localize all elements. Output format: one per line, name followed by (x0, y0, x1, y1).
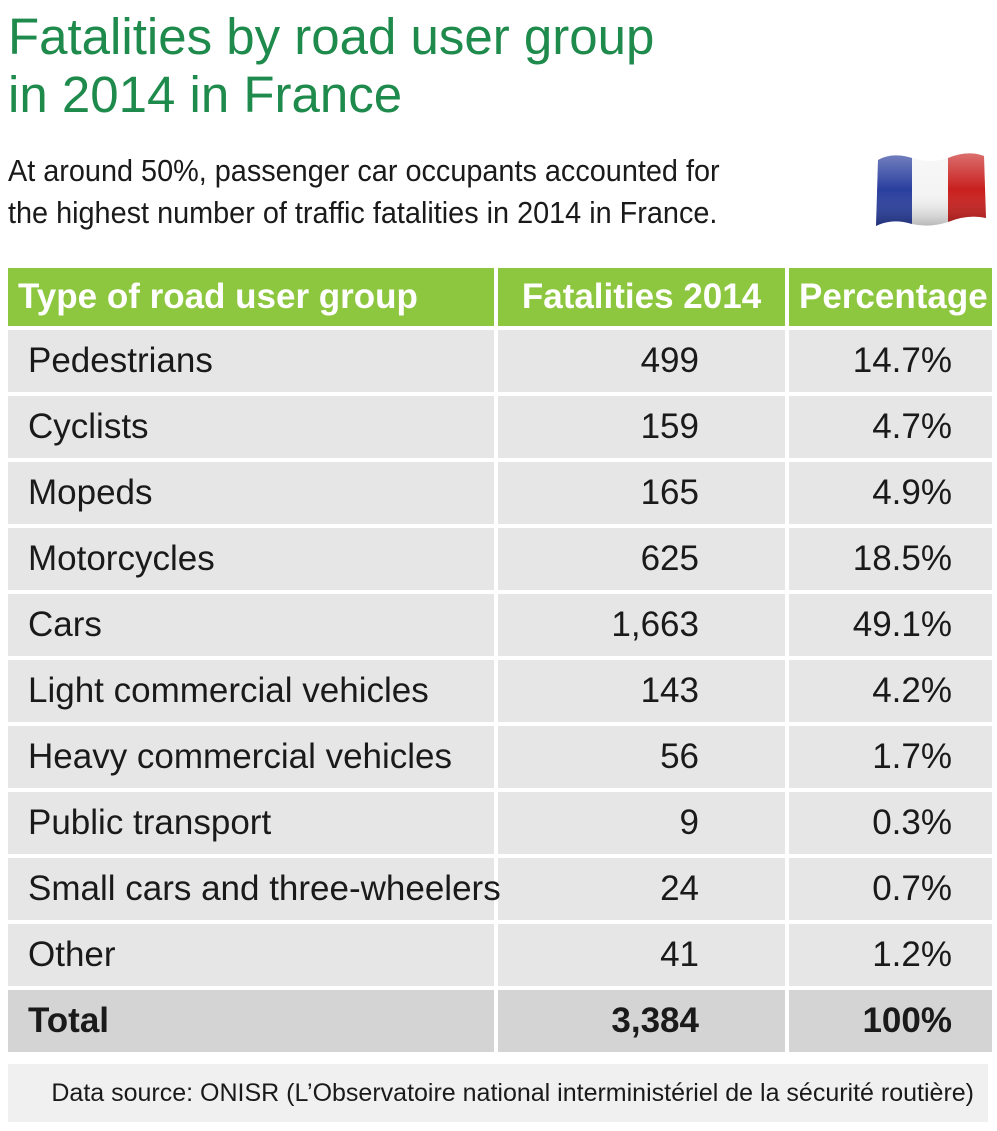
row-percentage: 0.3% (789, 792, 992, 858)
table-total-row: Total 3,384 100% (8, 990, 992, 1056)
row-percentage: 14.7% (789, 330, 992, 396)
table-row: Cyclists 159 4.7% (8, 396, 992, 462)
row-label: Small cars and three-wheelers (8, 858, 501, 924)
table-row: Heavy commercial vehicles 56 1.7% (8, 726, 992, 792)
table-row: Pedestrians 499 14.7% (8, 330, 992, 396)
row-label: Pedestrians (8, 330, 494, 396)
row-label: Mopeds (8, 462, 494, 528)
table-header-row: Type of road user group Fatalities 2014 … (8, 268, 992, 330)
row-label: Heavy commercial vehicles (8, 726, 494, 792)
row-percentage: 4.9% (789, 462, 992, 528)
row-fatalities: 499 (498, 330, 785, 396)
row-percentage: 1.7% (789, 726, 992, 792)
total-label: Total (8, 990, 494, 1056)
table-row: Small cars and three-wheelers 24 0.7% (8, 858, 992, 924)
table-row: Cars 1,663 49.1% (8, 594, 992, 660)
subtitle-line-2: the highest number of traffic fatalities… (8, 195, 718, 230)
table-row: Public transport 9 0.3% (8, 792, 992, 858)
row-fatalities: 143 (498, 660, 785, 726)
chart-subtitle: At around 50%, passenger car occupants a… (8, 150, 771, 234)
table-row: Mopeds 165 4.9% (8, 462, 992, 528)
total-percentage: 100% (789, 990, 992, 1056)
fatalities-table: Type of road user group Fatalities 2014 … (8, 268, 992, 1056)
france-flag-icon (876, 153, 986, 226)
column-header-percentage: Percentage (789, 268, 992, 330)
row-percentage: 4.2% (789, 660, 992, 726)
chart-title: Fatalities by road user group in 2014 in… (8, 8, 654, 124)
row-label: Cars (8, 594, 494, 660)
total-fatalities: 3,384 (498, 990, 785, 1056)
row-fatalities: 625 (498, 528, 785, 594)
column-header-fatalities: Fatalities 2014 (498, 268, 785, 330)
table-row: Light commercial vehicles 143 4.2% (8, 660, 992, 726)
subtitle-line-1: At around 50%, passenger car occupants a… (8, 153, 720, 188)
title-line-1: Fatalities by road user group (8, 8, 655, 65)
data-source-note: Data source: ONISR (L’Observatoire natio… (8, 1064, 988, 1122)
row-fatalities: 1,663 (498, 594, 785, 660)
row-label: Motorcycles (8, 528, 494, 594)
row-fatalities: 24 (498, 858, 785, 924)
row-percentage: 0.7% (789, 858, 992, 924)
row-label: Public transport (8, 792, 494, 858)
row-label: Other (8, 924, 494, 990)
row-label: Cyclists (8, 396, 494, 462)
title-line-2: in 2014 in France (8, 66, 403, 123)
row-fatalities: 41 (498, 924, 785, 990)
table-row: Motorcycles 625 18.5% (8, 528, 992, 594)
row-percentage: 18.5% (789, 528, 992, 594)
column-header-type: Type of road user group (8, 268, 494, 330)
row-fatalities: 9 (498, 792, 785, 858)
row-percentage: 1.2% (789, 924, 992, 990)
row-fatalities: 56 (498, 726, 785, 792)
row-percentage: 4.7% (789, 396, 992, 462)
table-row: Other 41 1.2% (8, 924, 992, 990)
row-percentage: 49.1% (789, 594, 992, 660)
row-label: Light commercial vehicles (8, 660, 494, 726)
row-fatalities: 165 (498, 462, 785, 528)
row-fatalities: 159 (498, 396, 785, 462)
